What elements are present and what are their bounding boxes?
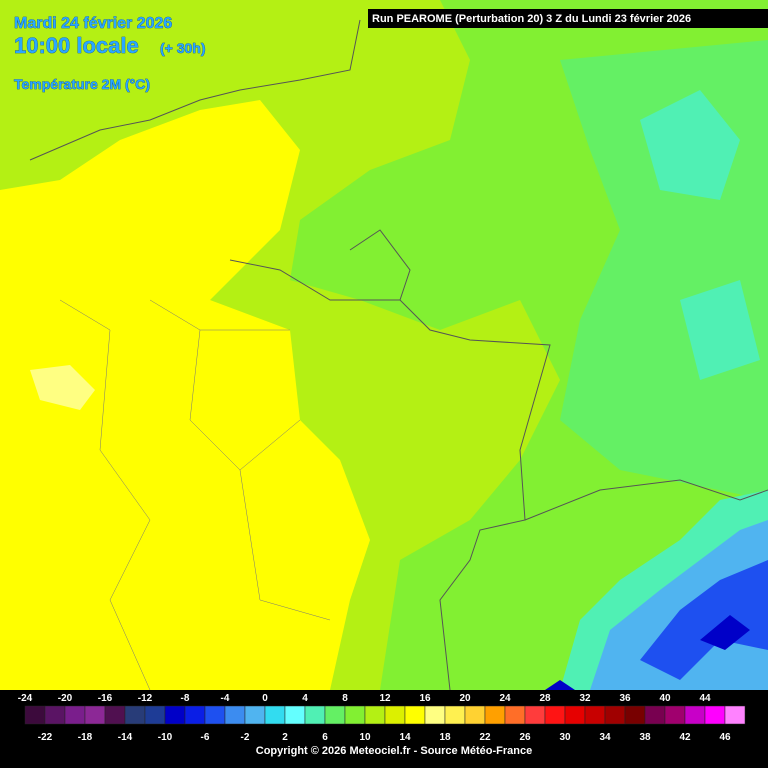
legend-cell (204, 705, 226, 725)
legend-cell (244, 705, 266, 725)
legend-label: 10 (359, 732, 371, 743)
legend-cell (124, 705, 146, 725)
legend-label: -22 (38, 732, 53, 743)
copyright: Copyright © 2026 Meteociel.fr - Source M… (256, 745, 532, 757)
legend-cell (644, 705, 666, 725)
cool-spot (640, 90, 760, 380)
legend-label: -8 (181, 693, 190, 704)
legend-label: 8 (342, 693, 348, 704)
legend-label: -6 (201, 732, 210, 743)
run-banner (368, 9, 768, 28)
legend-cell (624, 705, 646, 725)
legend-label: 30 (559, 732, 571, 743)
legend-label: 22 (479, 732, 491, 743)
legend-label: 26 (519, 732, 531, 743)
legend-cell (504, 705, 526, 725)
legend-cell (524, 705, 546, 725)
legend-cell (564, 705, 586, 725)
legend-cell (444, 705, 466, 725)
legend-cell (384, 705, 406, 725)
legend-label: 0 (262, 693, 268, 704)
date: Mardi 24 février 2026 (14, 15, 172, 32)
legend-cell (104, 705, 126, 725)
legend-label: -4 (221, 693, 230, 704)
warm-spot (30, 365, 95, 410)
legend: -24 -20 -16 -12 -8 -4 0 4 8 12 16 20 24 28 32 36 40 44-22… (18, 693, 746, 743)
legend-cell (164, 705, 186, 725)
legend-cell (64, 705, 86, 725)
legend-cell (344, 705, 366, 725)
legend-label: -24 (18, 693, 33, 704)
legend-label: 42 (679, 732, 691, 743)
borders (29, 19, 768, 691)
run-info: Run PEAROME (Perturbation 20) 3 Z du Lun… (372, 13, 691, 25)
legend-cell (664, 705, 686, 725)
legend-cell (224, 705, 246, 725)
legend-bar (0, 690, 768, 768)
legend-label: 18 (439, 732, 451, 743)
legend-label: 12 (379, 693, 391, 704)
offset: (+ 30h) (160, 40, 206, 56)
alps-high (640, 560, 768, 680)
legend-cell (364, 705, 386, 725)
legend-cell (264, 705, 286, 725)
legend-label: 16 (419, 693, 431, 704)
legend-label: 46 (719, 732, 731, 743)
legend-cell (684, 705, 706, 725)
legend-label: 44 (699, 693, 711, 704)
legend-cell (144, 705, 166, 725)
legend-label: -14 (118, 732, 133, 743)
legend-label: -2 (241, 732, 250, 743)
legend-label: -20 (58, 693, 73, 704)
legend-label: 28 (539, 693, 551, 704)
legend-label: 38 (639, 732, 651, 743)
legend-cell (24, 705, 46, 725)
warm-zone (0, 100, 370, 690)
legend-cell (704, 705, 726, 725)
legend-label: -16 (98, 693, 113, 704)
legend-label: -12 (138, 693, 153, 704)
legend-label: 2 (282, 732, 288, 743)
legend-cell (404, 705, 426, 725)
alps-peak (545, 615, 750, 690)
legend-cell (324, 705, 346, 725)
legend-cell (84, 705, 106, 725)
legend-cell (44, 705, 66, 725)
legend-cell (184, 705, 206, 725)
legend-label: 32 (579, 693, 591, 704)
legend-label: -18 (78, 732, 93, 743)
time: 10:00 locale (14, 33, 139, 58)
legend-cell (484, 705, 506, 725)
legend-cell (724, 705, 746, 725)
legend-cell (304, 705, 326, 725)
legend-cell (544, 705, 566, 725)
legend-label: 14 (399, 732, 411, 743)
legend-label: 34 (599, 732, 611, 743)
legend-label: 6 (322, 732, 328, 743)
legend-label: 20 (459, 693, 471, 704)
legend-cell (604, 705, 626, 725)
legend-cell (284, 705, 306, 725)
legend-cell (464, 705, 486, 725)
legend-cell (424, 705, 446, 725)
legend-label: 36 (619, 693, 631, 704)
legend-label: 4 (302, 693, 308, 704)
regions (59, 299, 331, 691)
legend-cell (584, 705, 606, 725)
legend-label: 24 (499, 693, 511, 704)
legend-label: -10 (158, 732, 173, 743)
legend-label: 40 (659, 693, 671, 704)
variable: Température 2M (°C) (14, 76, 150, 92)
